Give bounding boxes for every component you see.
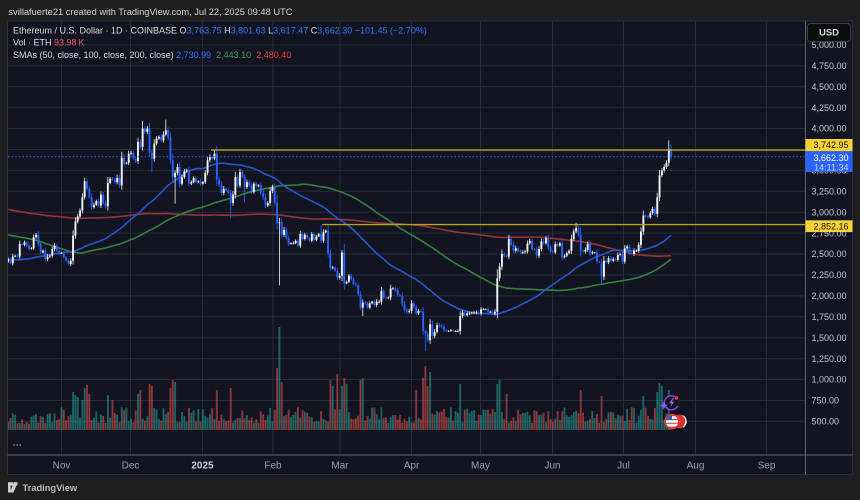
svg-text:2,852.16: 2,852.16 [813,222,848,232]
svg-text:5,000.00: 5,000.00 [812,40,847,50]
svg-text:1,750.00: 1,750.00 [812,312,847,322]
svg-text:1,250.00: 1,250.00 [812,354,847,364]
svg-text:2025: 2025 [191,461,214,472]
svg-text:Aug: Aug [687,461,705,472]
svg-text:750.00: 750.00 [812,396,840,406]
svg-text:Dec: Dec [122,461,140,472]
svg-text:TradingView: TradingView [23,483,78,493]
svg-text:USD: USD [819,28,839,39]
svg-text:1,000.00: 1,000.00 [812,375,847,385]
svg-text:4,250.00: 4,250.00 [812,103,847,113]
svg-text:3,662.30: 3,662.30 [813,153,848,163]
svg-text:3,742.95: 3,742.95 [813,140,848,150]
svg-text:Apr: Apr [404,461,420,472]
svg-text:Feb: Feb [264,461,282,472]
svg-text:500.00: 500.00 [812,417,840,427]
svg-text:4,500.00: 4,500.00 [812,82,847,92]
svg-text:Jul: Jul [617,461,630,472]
svg-text:May: May [471,461,490,472]
svg-text:3,000.00: 3,000.00 [812,207,847,217]
svg-text:svillafuerte21 created with Tr: svillafuerte21 created with TradingView.… [8,7,292,17]
svg-text:3,250.00: 3,250.00 [812,187,847,197]
svg-text:4,000.00: 4,000.00 [812,124,847,134]
svg-text:2,250.00: 2,250.00 [812,270,847,280]
svg-text:2,500.00: 2,500.00 [812,249,847,259]
svg-text:SMAs (50, close, 100, close, 2: SMAs (50, close, 100, close, 200, close)… [13,50,291,60]
svg-text:4,750.00: 4,750.00 [812,61,847,71]
svg-text:1,500.00: 1,500.00 [812,333,847,343]
svg-text:Mar: Mar [331,461,349,472]
svg-text:Sep: Sep [758,461,776,472]
svg-text:Ethereum / U.S. Dollar · 1D ·: Ethereum / U.S. Dollar · 1D · COINBASE O… [13,26,427,36]
svg-text:Jun: Jun [544,461,560,472]
svg-text:2,750.00: 2,750.00 [812,228,847,238]
svg-text:14:11:34: 14:11:34 [814,163,848,173]
svg-text:Nov: Nov [53,461,71,472]
svg-text:2,000.00: 2,000.00 [812,291,847,301]
svg-text:Vol · ETH 93.98 K: Vol · ETH 93.98 K [13,38,84,48]
